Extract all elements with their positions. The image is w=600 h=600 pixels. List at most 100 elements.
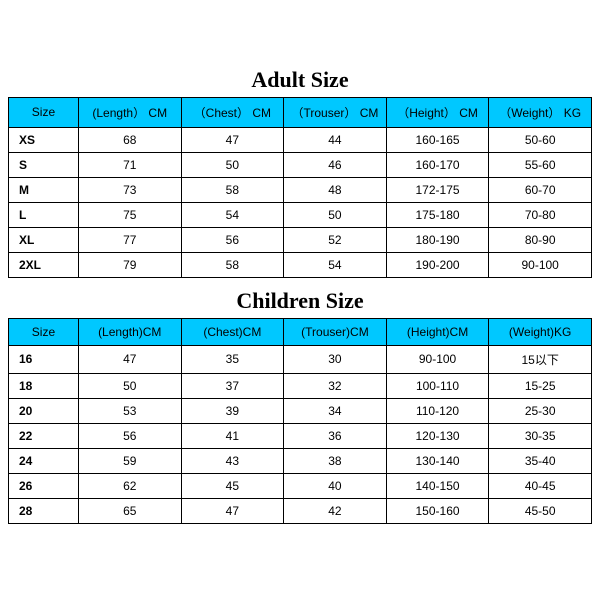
cell-height: 175-180: [386, 202, 489, 227]
cell-weight: 30-35: [489, 423, 592, 448]
cell-length: 75: [78, 202, 181, 227]
cell-trouser: 52: [284, 227, 387, 252]
cell-weight: 90-100: [489, 252, 592, 277]
col-header-chest: (Chest)CM: [181, 318, 284, 345]
cell-size: S: [9, 152, 79, 177]
cell-length: 79: [78, 252, 181, 277]
cell-weight: 60-70: [489, 177, 592, 202]
cell-chest: 39: [181, 398, 284, 423]
cell-trouser: 48: [284, 177, 387, 202]
cell-trouser: 46: [284, 152, 387, 177]
col-header-trouser: （Trouser） CM: [284, 97, 387, 127]
cell-weight: 15以下: [489, 345, 592, 373]
cell-height: 180-190: [386, 227, 489, 252]
table-row: S 71 50 46 160-170 55-60: [9, 152, 592, 177]
cell-trouser: 34: [284, 398, 387, 423]
cell-size: 26: [9, 473, 79, 498]
cell-chest: 37: [181, 373, 284, 398]
cell-chest: 47: [181, 498, 284, 523]
cell-length: 62: [78, 473, 181, 498]
cell-chest: 58: [181, 177, 284, 202]
cell-height: 90-100: [386, 345, 489, 373]
table-row: 2XL 79 58 54 190-200 90-100: [9, 252, 592, 277]
col-header-weight: (Weight)KG: [489, 318, 592, 345]
cell-chest: 56: [181, 227, 284, 252]
cell-height: 120-130: [386, 423, 489, 448]
cell-height: 110-120: [386, 398, 489, 423]
table-row: 16 47 35 30 90-100 15以下: [9, 345, 592, 373]
cell-size: 22: [9, 423, 79, 448]
cell-length: 50: [78, 373, 181, 398]
cell-length: 77: [78, 227, 181, 252]
cell-weight: 70-80: [489, 202, 592, 227]
table-row: 28 65 47 42 150-160 45-50: [9, 498, 592, 523]
table-row: 20 53 39 34 110-120 25-30: [9, 398, 592, 423]
cell-height: 190-200: [386, 252, 489, 277]
cell-weight: 25-30: [489, 398, 592, 423]
cell-height: 172-175: [386, 177, 489, 202]
table-row: 24 59 43 38 130-140 35-40: [9, 448, 592, 473]
cell-size: L: [9, 202, 79, 227]
cell-trouser: 30: [284, 345, 387, 373]
adult-size-title: Adult Size: [8, 67, 592, 93]
cell-height: 130-140: [386, 448, 489, 473]
col-header-size: Size: [9, 318, 79, 345]
cell-size: 18: [9, 373, 79, 398]
table-row: M 73 58 48 172-175 60-70: [9, 177, 592, 202]
cell-chest: 35: [181, 345, 284, 373]
cell-chest: 47: [181, 127, 284, 152]
children-size-table: Size (Length)CM (Chest)CM (Trouser)CM (H…: [8, 318, 592, 524]
table-row: L 75 54 50 175-180 70-80: [9, 202, 592, 227]
cell-length: 59: [78, 448, 181, 473]
cell-weight: 80-90: [489, 227, 592, 252]
table-row: XL 77 56 52 180-190 80-90: [9, 227, 592, 252]
col-header-length: (Length） CM: [78, 97, 181, 127]
col-header-chest: （Chest） CM: [181, 97, 284, 127]
table-row: 22 56 41 36 120-130 30-35: [9, 423, 592, 448]
col-header-weight: （Weight） KG: [489, 97, 592, 127]
cell-trouser: 36: [284, 423, 387, 448]
cell-trouser: 38: [284, 448, 387, 473]
col-header-height: (Height)CM: [386, 318, 489, 345]
cell-length: 68: [78, 127, 181, 152]
cell-height: 150-160: [386, 498, 489, 523]
cell-weight: 15-25: [489, 373, 592, 398]
adult-tbody: XS 68 47 44 160-165 50-60 S 71 50 46 160…: [9, 127, 592, 277]
cell-size: 24: [9, 448, 79, 473]
cell-size: 2XL: [9, 252, 79, 277]
cell-length: 65: [78, 498, 181, 523]
table-row: 18 50 37 32 100-110 15-25: [9, 373, 592, 398]
cell-height: 160-170: [386, 152, 489, 177]
col-header-trouser: (Trouser)CM: [284, 318, 387, 345]
cell-height: 140-150: [386, 473, 489, 498]
cell-length: 71: [78, 152, 181, 177]
cell-chest: 54: [181, 202, 284, 227]
cell-chest: 43: [181, 448, 284, 473]
cell-chest: 41: [181, 423, 284, 448]
children-tbody: 16 47 35 30 90-100 15以下 18 50 37 32 100-…: [9, 345, 592, 523]
cell-weight: 45-50: [489, 498, 592, 523]
cell-height: 100-110: [386, 373, 489, 398]
cell-weight: 55-60: [489, 152, 592, 177]
cell-trouser: 50: [284, 202, 387, 227]
table-row: 26 62 45 40 140-150 40-45: [9, 473, 592, 498]
cell-size: 16: [9, 345, 79, 373]
col-header-height: （Height） CM: [386, 97, 489, 127]
cell-size: XL: [9, 227, 79, 252]
col-header-size: Size: [9, 97, 79, 127]
cell-weight: 35-40: [489, 448, 592, 473]
cell-size: 20: [9, 398, 79, 423]
table-row: XS 68 47 44 160-165 50-60: [9, 127, 592, 152]
cell-weight: 40-45: [489, 473, 592, 498]
cell-size: M: [9, 177, 79, 202]
cell-chest: 45: [181, 473, 284, 498]
cell-trouser: 40: [284, 473, 387, 498]
cell-length: 73: [78, 177, 181, 202]
cell-trouser: 44: [284, 127, 387, 152]
cell-trouser: 42: [284, 498, 387, 523]
cell-chest: 58: [181, 252, 284, 277]
cell-length: 53: [78, 398, 181, 423]
cell-chest: 50: [181, 152, 284, 177]
cell-size: XS: [9, 127, 79, 152]
cell-weight: 50-60: [489, 127, 592, 152]
